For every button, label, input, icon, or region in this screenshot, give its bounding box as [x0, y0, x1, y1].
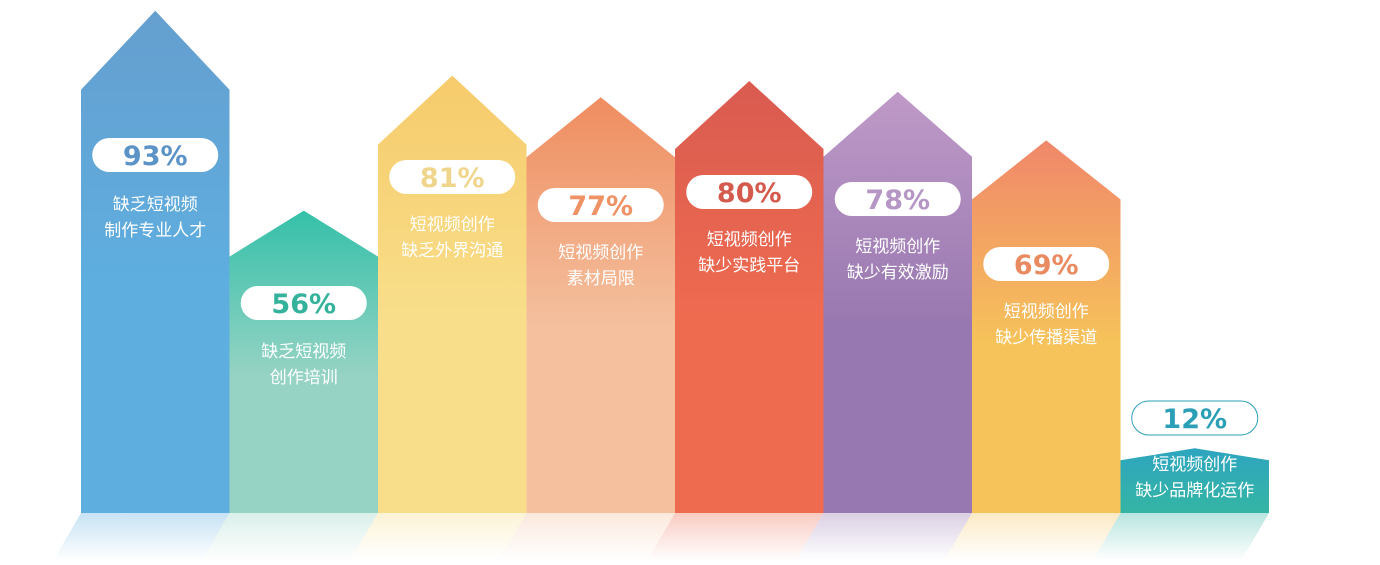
- bar-reflection: [498, 513, 675, 561]
- value-label: 12%: [1162, 404, 1227, 435]
- bar-reflection: [350, 513, 527, 561]
- value-pill: [537, 188, 664, 222]
- bar-reflection: [1092, 513, 1269, 561]
- category-label: 制作专业人才: [104, 221, 206, 241]
- category-label: 短视频创作: [1004, 302, 1089, 322]
- bar-reflection: [944, 513, 1121, 561]
- category-label: 缺乏短视频: [113, 195, 198, 215]
- value-label: 81%: [420, 163, 485, 194]
- reflections: [53, 513, 1269, 561]
- category-label: 短视频创作: [558, 243, 643, 263]
- value-pill: [834, 182, 961, 216]
- category-label: 缺少有效激励: [847, 263, 949, 283]
- category-label: 缺少传播渠道: [995, 328, 1097, 348]
- bars: 93%缺乏短视频制作专业人才56%缺乏短视频创作培训81%短视频创作缺乏外界沟通…: [81, 10, 1269, 514]
- category-label: 短视频创作: [410, 215, 495, 235]
- value-label: 56%: [271, 289, 336, 320]
- category-label: 短视频创作: [707, 230, 792, 250]
- value-label: 93%: [123, 141, 188, 172]
- value-pill: [686, 175, 813, 209]
- value-label: 77%: [568, 191, 633, 222]
- category-label: 短视频创作: [855, 237, 940, 257]
- category-label: 短视频创作: [1152, 455, 1237, 475]
- category-label: 缺乏短视频: [261, 342, 346, 362]
- value-pill: [240, 286, 367, 320]
- bar-reflection: [795, 513, 972, 561]
- value-pill: [92, 138, 219, 172]
- bar: [823, 91, 972, 514]
- bar: [81, 10, 230, 514]
- category-label: 缺少实践平台: [698, 256, 800, 276]
- category-label: 缺乏外界沟通: [401, 241, 503, 261]
- value-label: 69%: [1014, 250, 1079, 281]
- value-pill: [1131, 400, 1259, 436]
- bar-reflection: [53, 513, 230, 561]
- value-pill: [983, 247, 1110, 281]
- bar-reflection: [647, 513, 824, 561]
- category-label: 缺少品牌化运作: [1135, 481, 1254, 501]
- bar-reflection: [201, 513, 378, 561]
- bar: [1120, 448, 1269, 513]
- bar: [675, 81, 824, 513]
- category-label: 创作培训: [270, 368, 338, 388]
- value-label: 78%: [865, 185, 930, 216]
- value-pill: [389, 160, 516, 194]
- value-label: 80%: [717, 178, 782, 209]
- category-label: 素材局限: [567, 269, 635, 289]
- bar: [526, 97, 675, 513]
- bar: [378, 75, 527, 513]
- bar: [972, 140, 1121, 513]
